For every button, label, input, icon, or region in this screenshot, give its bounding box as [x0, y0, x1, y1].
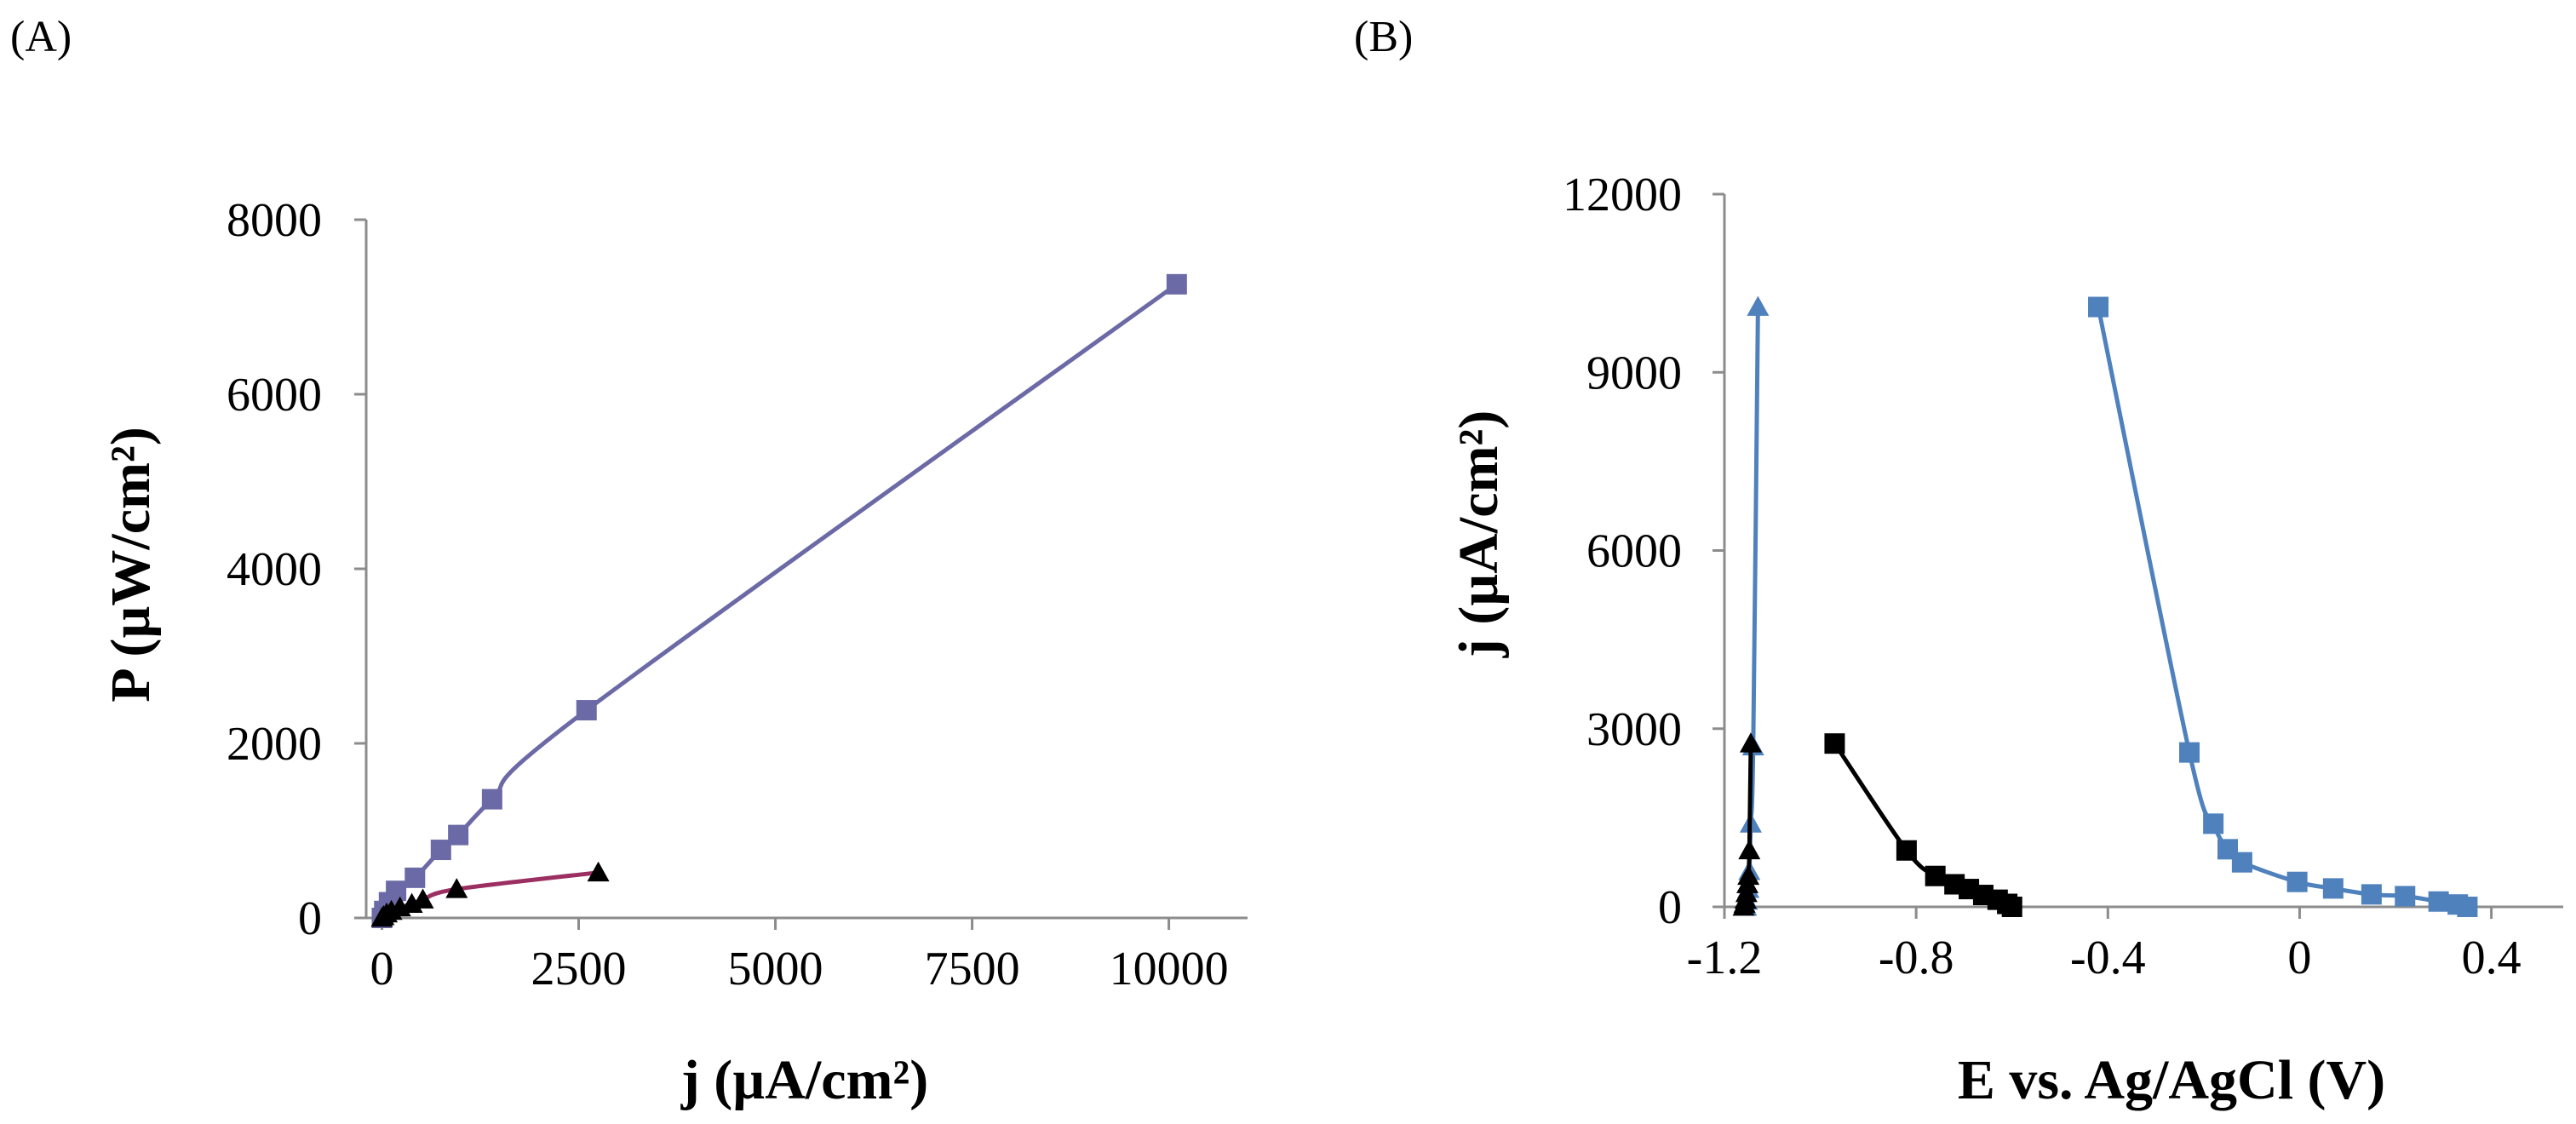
- chart-a-y-tick-label: 6000: [227, 369, 322, 422]
- chart-b: 0 3000 6000 9000 12000 -1.2 -0.8 -0.4 0 0.4: [1563, 169, 2563, 984]
- chart-b-series-blue-triangles-point: [1747, 295, 1770, 316]
- chart-b-series-blue-squares-point: [2395, 886, 2416, 907]
- chart-a-y-tick-label: 8000: [227, 194, 322, 247]
- chart-b-y-tick-label: 0: [1658, 881, 1682, 934]
- chart-a-y-tick-label: 2000: [227, 718, 322, 771]
- chart-a-series-squares-point: [481, 789, 502, 810]
- chart-b-ylabel: j (µA/cm²): [1448, 410, 1510, 659]
- chart-b-x-tick-label: -0.8: [1879, 932, 1954, 984]
- chart-b-series-black-squares-point: [1896, 840, 1917, 861]
- chart-a-x-tick-label: 2500: [531, 943, 627, 995]
- chart-b-x-tick-label: -1.2: [1687, 932, 1763, 984]
- chart-b-series-black-triangles-point: [1737, 864, 1760, 886]
- chart-b-x-tick-label: -0.4: [2070, 932, 2146, 984]
- panel-a-label: (A): [10, 13, 72, 61]
- chart-a-series-squares-point: [448, 824, 469, 846]
- chart-a-y-tick-label: 0: [298, 892, 322, 945]
- chart-a-x-tick-label: 10000: [1110, 943, 1229, 995]
- chart-a: 0 2000 4000 6000 8000 0 2500 5000 7500 10000: [227, 194, 1248, 995]
- chart-a-series-squares-point: [430, 840, 451, 861]
- chart-a-x-tick-label: 7500: [925, 943, 1020, 995]
- chart-a-series-squares-point: [576, 700, 597, 721]
- chart-b-series-black-triangles-point: [1739, 732, 1762, 753]
- chart-b-series-blue-squares-point: [2088, 296, 2109, 318]
- chart-b-x-tick-label: 0.4: [2462, 932, 2521, 984]
- chart-b-series-blue-squares-point: [2428, 891, 2449, 912]
- chart-b-series-blue-squares-point: [2231, 852, 2252, 873]
- chart-a-x-tick-label: 5000: [728, 943, 823, 995]
- chart-b-y-tick-label: 3000: [1586, 703, 1682, 756]
- chart-b-series-black-squares-point: [1824, 733, 1845, 754]
- chart-b-y-tick-label: 6000: [1586, 525, 1682, 578]
- chart-a-xlabel: j (µA/cm²): [680, 1049, 929, 1111]
- chart-a-series-squares-line: [380, 282, 1179, 919]
- chart-b-xlabel: E vs. Ag/AgCl (V): [1958, 1049, 2385, 1111]
- chart-a-x-tick-label: 0: [370, 943, 393, 995]
- chart-b-series-blue-squares-point: [2203, 813, 2224, 834]
- chart-b-y-tick-label: 9000: [1586, 347, 1682, 399]
- chart-b-series-blue-squares-line: [2096, 306, 2469, 909]
- chart-a-series-triangles-point: [411, 888, 434, 909]
- chart-a-series-squares-point: [1166, 273, 1187, 295]
- chart-b-series-blue-squares-point: [2178, 742, 2200, 763]
- chart-a-ylabel: P (µW/cm²): [100, 427, 162, 702]
- chart-b-series-black-squares-line: [1833, 742, 2014, 909]
- panel-b-label: (B): [1354, 13, 1413, 61]
- chart-b-series-blue-squares-point: [2361, 884, 2382, 905]
- chart-b-series-blue-squares-point: [2457, 897, 2478, 917]
- chart-b-series-black-squares-point: [2001, 897, 2022, 917]
- chart-b-series-blue-squares-point: [2322, 878, 2344, 899]
- chart-b-y-tick-label: 12000: [1563, 169, 1682, 221]
- chart-a-y-tick-label: 4000: [227, 543, 322, 596]
- chart-b-series-black-triangles-point: [1738, 839, 1761, 860]
- chart-a-series-squares-point: [404, 867, 426, 888]
- chart-a-series-triangles-point: [587, 861, 610, 882]
- chart-a-series-triangles-point: [445, 878, 468, 898]
- chart-b-series-black-squares-point: [1925, 865, 1946, 886]
- chart-b-x-tick-label: 0: [2287, 932, 2311, 984]
- chart-a-series-squares-point: [386, 880, 407, 902]
- chart-b-series-blue-squares-point: [2286, 871, 2308, 892]
